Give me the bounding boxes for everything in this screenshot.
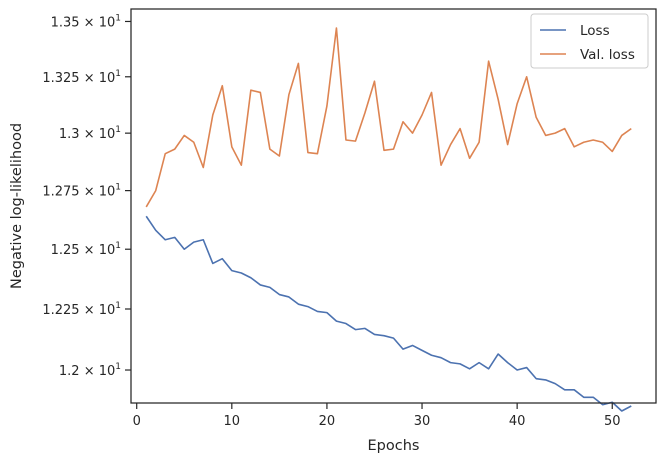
y-tick-label: 1.2 × 101 xyxy=(59,362,121,379)
y-tick-label: 1.225 × 101 xyxy=(42,301,121,318)
x-tick-label: 40 xyxy=(509,414,526,429)
y-tick-label: 1.25 × 101 xyxy=(51,241,121,258)
series-line-loss xyxy=(145,215,632,412)
plot-frame xyxy=(130,8,657,404)
legend: Loss Val. loss xyxy=(530,13,649,69)
x-tick-label: 30 xyxy=(414,414,431,429)
y-axis-ticks: 1.2 × 101 1.225 × 101 1.25 × 101 1.275 × 10… xyxy=(42,13,131,379)
x-tick-label: 20 xyxy=(319,414,336,429)
x-tick-label: 10 xyxy=(224,414,241,429)
x-tick-label: 50 xyxy=(604,414,621,429)
x-tick-label: 0 xyxy=(133,414,141,429)
y-tick-label: 1.35 × 101 xyxy=(51,13,121,30)
series-line-val-loss xyxy=(145,27,632,208)
legend-label-loss: Loss xyxy=(580,23,610,39)
series-layer xyxy=(145,27,632,412)
y-tick-label: 1.275 × 101 xyxy=(42,183,121,200)
x-axis-label: Epochs xyxy=(368,438,420,454)
y-tick-label: 1.3 × 101 xyxy=(59,125,121,142)
y-axis-label: Negative log-likelihood xyxy=(9,123,25,289)
x-axis-ticks: 0 10 20 30 40 50 xyxy=(133,403,621,429)
legend-label-val-loss: Val. loss xyxy=(580,47,635,63)
y-tick-label: 1.325 × 101 xyxy=(42,69,121,86)
